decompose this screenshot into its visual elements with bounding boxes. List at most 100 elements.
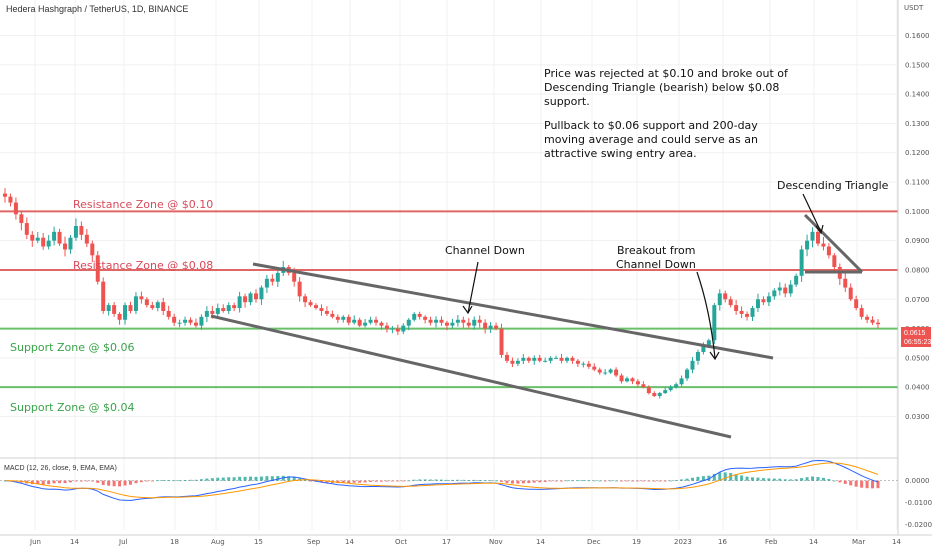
candle-body xyxy=(379,322,384,326)
macd-histogram-bar xyxy=(690,477,694,481)
candle-body xyxy=(444,322,449,326)
x-tick-label: Jul xyxy=(118,538,128,546)
y-tick-label: 0.0800 xyxy=(905,266,930,274)
macd-histogram-bar xyxy=(429,479,433,481)
macd-histogram-bar xyxy=(199,479,203,481)
candle-body xyxy=(117,313,122,320)
candle-body xyxy=(554,357,559,359)
candle-body xyxy=(597,369,602,373)
macd-histogram-bar xyxy=(592,480,596,482)
macd-histogram-bar xyxy=(854,480,858,487)
candle-body xyxy=(374,319,379,323)
candle-body xyxy=(46,240,51,247)
candle-body xyxy=(766,296,771,303)
candle-body xyxy=(423,316,428,320)
macd-histogram-bar xyxy=(41,480,45,485)
macd-histogram-bar xyxy=(281,475,285,481)
candle-body xyxy=(248,293,253,303)
macd-histogram-bar xyxy=(543,480,547,482)
candle-body xyxy=(461,319,466,323)
candle-body xyxy=(368,319,373,323)
macd-histogram-bar xyxy=(450,479,454,481)
note-line: Price was rejected at $0.10 and broke ou… xyxy=(544,67,789,80)
candle-body xyxy=(805,240,810,250)
macd-histogram-bar xyxy=(576,480,580,482)
candle-body xyxy=(526,357,531,361)
candle-body xyxy=(24,223,29,235)
candle-body xyxy=(95,255,100,282)
macd-histogram-bar xyxy=(172,480,176,482)
candle-body xyxy=(226,305,231,311)
candle-body xyxy=(123,305,128,320)
y-tick-label: 0.1300 xyxy=(905,120,930,128)
macd-histogram-bar xyxy=(827,479,831,481)
candle-body xyxy=(870,319,875,323)
macd-histogram-bar xyxy=(412,479,416,481)
countdown: 06:55:23 xyxy=(904,339,931,346)
candle-body xyxy=(352,319,357,323)
channel-down-arrow xyxy=(467,261,479,314)
macd-histogram-bar xyxy=(674,480,678,481)
x-tick-label: 19 xyxy=(632,538,641,546)
macd-histogram-bar xyxy=(139,480,143,483)
candle-body xyxy=(499,328,504,355)
candle-body xyxy=(625,378,630,382)
macd-histogram-bar xyxy=(440,479,443,481)
macd-histogram-bar xyxy=(461,479,465,481)
arrow-head xyxy=(709,351,720,361)
y-tick-label: 0.1000 xyxy=(905,208,930,216)
macd-histogram-bar xyxy=(390,480,394,482)
macd-histogram-bar xyxy=(603,480,607,482)
x-tick-label: 14 xyxy=(345,538,354,546)
candle-body xyxy=(297,281,302,297)
macd-line xyxy=(4,459,879,502)
zone-lines xyxy=(0,210,898,389)
candle-body xyxy=(68,237,73,250)
macd-histogram-bar xyxy=(287,476,291,481)
macd-histogram-bar xyxy=(843,480,847,484)
macd-histogram-bar xyxy=(811,476,815,481)
macd-histogram-bar xyxy=(609,480,613,482)
macd-histogram-bar xyxy=(712,473,716,481)
x-tick-label: 2023 xyxy=(674,538,692,546)
macd-histogram-bar xyxy=(483,480,487,482)
macd-histogram-bar xyxy=(620,480,624,482)
annotation-descending-triangle: Descending Triangle xyxy=(777,179,889,192)
note-line: moving average and could serve as an xyxy=(544,133,758,146)
macd-histogram-bar xyxy=(816,477,820,481)
candle-body xyxy=(712,305,717,341)
candle-body xyxy=(717,293,722,306)
candle-body xyxy=(183,319,188,323)
macd-histogram-bar xyxy=(445,479,449,481)
candle-body xyxy=(193,322,198,326)
macd-pane xyxy=(0,459,898,502)
macd-histogram-bar xyxy=(205,478,209,481)
y-tick-label: 0.1100 xyxy=(905,179,930,187)
x-tick-label: Oct xyxy=(395,538,407,546)
candle-body xyxy=(84,234,89,244)
candle-body xyxy=(559,357,564,361)
macd-histogram-bar xyxy=(663,480,667,482)
macd-histogram-bar xyxy=(74,480,78,482)
macd-histogram-bar xyxy=(625,480,629,482)
macd-histogram-bar xyxy=(821,477,825,481)
macd-histogram-bar xyxy=(527,480,531,484)
candle-body xyxy=(270,278,275,282)
macd-histogram-bar xyxy=(68,480,72,483)
macd-histogram-bar xyxy=(101,480,105,485)
macd-histogram-bar xyxy=(789,479,793,481)
candle-body xyxy=(406,319,411,326)
candle-body xyxy=(504,354,509,361)
y-tick-label: 0.1600 xyxy=(905,32,930,40)
candle-body xyxy=(521,357,526,361)
macd-histogram-bar xyxy=(767,478,771,481)
candle-body xyxy=(537,357,542,361)
candle-body xyxy=(783,287,788,294)
macd-histogram-bar xyxy=(756,477,760,481)
y-tick-label: 0.0300 xyxy=(905,413,930,421)
candle-body xyxy=(570,357,575,361)
macd-histogram-bar xyxy=(718,472,722,481)
macd-histogram-bar xyxy=(243,476,247,481)
macd-histogram-bar xyxy=(532,480,536,483)
macd-histogram-bar xyxy=(309,480,313,482)
